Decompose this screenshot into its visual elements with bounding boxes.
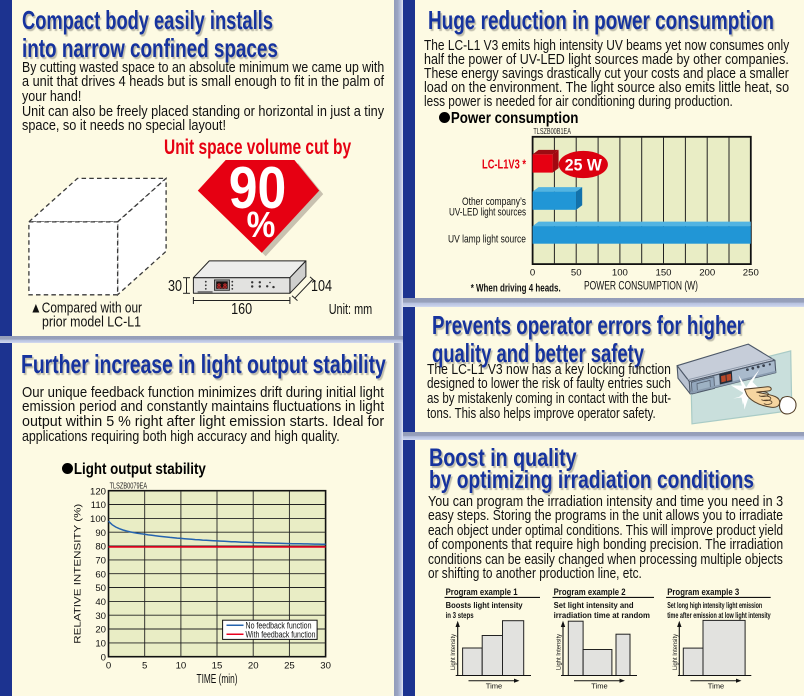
svg-text:TIME (min): TIME (min) — [197, 672, 238, 686]
svg-text:10: 10 — [95, 639, 106, 650]
svg-text:25 W: 25 W — [565, 156, 602, 174]
svg-text:* When driving 4 heads.: * When driving 4 heads. — [471, 282, 561, 294]
svg-text:LC-L1V3 *: LC-L1V3 * — [482, 157, 526, 171]
svg-text:120: 120 — [90, 486, 106, 497]
svg-text:70: 70 — [95, 556, 106, 567]
svg-text:Set long high intensity light: Set long high intensity light emission — [667, 601, 762, 610]
svg-text:20: 20 — [95, 625, 106, 636]
svg-text:90: 90 — [229, 155, 287, 221]
svg-text:60: 60 — [95, 569, 106, 580]
svg-text:Set light intensity and: Set light intensity and — [554, 601, 634, 610]
svg-text:Time: Time — [708, 682, 725, 691]
svg-text:25: 25 — [284, 661, 295, 672]
svg-text:POWER CONSUMPTION (W): POWER CONSUMPTION (W) — [584, 281, 698, 293]
svg-text:Other company’s: Other company’s — [462, 196, 526, 208]
svg-text:Light Intensity: Light Intensity — [672, 633, 679, 670]
svg-text:Boosts light intensity: Boosts light intensity — [446, 601, 524, 610]
svg-text:No feedback function: No feedback function — [246, 621, 312, 631]
svg-text:104: 104 — [311, 278, 332, 295]
svg-text:100: 100 — [612, 268, 628, 279]
svg-text:prior model LC-L1: prior model LC-L1 — [42, 315, 141, 331]
svg-text:RELATIVE INTENSITY (%): RELATIVE INTENSITY (%) — [73, 504, 84, 644]
svg-text:50: 50 — [571, 268, 582, 279]
svg-text:%: % — [247, 204, 276, 245]
svg-text:Light Intensity: Light Intensity — [556, 633, 563, 670]
svg-text:110: 110 — [91, 500, 106, 511]
svg-text:0: 0 — [101, 652, 106, 663]
svg-text:100: 100 — [90, 514, 106, 525]
svg-text:10: 10 — [176, 661, 187, 672]
svg-text:15: 15 — [212, 661, 223, 672]
svg-text:200: 200 — [699, 268, 715, 279]
svg-text:80: 80 — [95, 542, 106, 553]
svg-text:0: 0 — [106, 661, 111, 672]
svg-text:30: 30 — [320, 661, 331, 672]
svg-text:Time: Time — [591, 682, 608, 691]
svg-text:UV-LED light sources: UV-LED light sources — [449, 206, 526, 218]
svg-text:UV lamp light source: UV lamp light source — [448, 233, 526, 245]
svg-text:TLSZB00B1EA: TLSZB00B1EA — [533, 127, 571, 136]
svg-text:5: 5 — [142, 661, 147, 672]
svg-text:Program example 1: Program example 1 — [446, 587, 518, 597]
svg-text:40: 40 — [95, 597, 106, 608]
svg-text:250: 250 — [743, 268, 759, 279]
svg-text:TLSZB0079EA: TLSZB0079EA — [110, 482, 148, 491]
svg-text:Unit: mm: Unit: mm — [329, 302, 373, 318]
svg-text:Time: Time — [486, 682, 503, 691]
svg-text:▲Compared with our: ▲Compared with our — [30, 301, 142, 317]
svg-text:0: 0 — [530, 268, 535, 279]
svg-text:20: 20 — [248, 661, 259, 672]
svg-text:30: 30 — [168, 278, 182, 295]
svg-text:Program example 3: Program example 3 — [667, 587, 739, 597]
svg-text:With feedback function: With feedback function — [246, 630, 316, 640]
svg-text:in 3 steps: in 3 steps — [446, 611, 474, 620]
svg-text:irradiation time at random: irradiation time at random — [554, 611, 650, 620]
svg-text:Program example 2: Program example 2 — [554, 587, 626, 597]
svg-text:time after emission at low lig: time after emission at low light intensi… — [667, 611, 771, 620]
svg-text:50: 50 — [95, 583, 106, 594]
svg-text:30: 30 — [95, 611, 106, 622]
svg-text:150: 150 — [655, 268, 671, 279]
svg-text:8.8: 8.8 — [217, 282, 227, 291]
svg-text:160: 160 — [231, 301, 252, 318]
svg-text:90: 90 — [95, 528, 106, 539]
svg-text:Light Intensity: Light Intensity — [450, 633, 457, 670]
